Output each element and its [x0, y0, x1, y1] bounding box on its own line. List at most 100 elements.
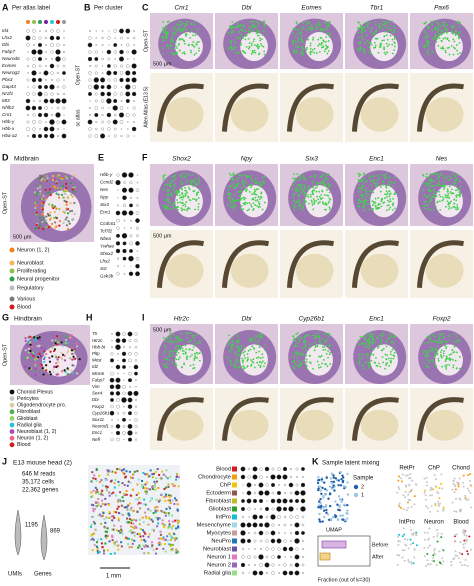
- expression-dot: [423, 204, 426, 207]
- umap-point: [411, 479, 414, 482]
- label: Open-ST: [75, 65, 81, 85]
- expression-dot: [423, 36, 426, 38]
- dot: [106, 70, 112, 76]
- dot: [134, 431, 138, 435]
- expression-dot: [370, 27, 373, 30]
- dot: [116, 404, 120, 409]
- expression-dot: [436, 352, 439, 355]
- expression-dot: [430, 20, 433, 23]
- umap-point: [463, 539, 466, 542]
- cell: [60, 187, 63, 190]
- expression-dot: [186, 209, 188, 212]
- expression-dot: [230, 185, 233, 188]
- expression-dot: [243, 367, 246, 370]
- expression-dot: [299, 351, 302, 354]
- umap-point: [408, 483, 411, 486]
- expression-dot: [233, 204, 236, 207]
- cell: [158, 543, 161, 546]
- expression-dot: [393, 336, 396, 339]
- umap-point: [469, 484, 472, 487]
- expression-dot: [261, 208, 264, 211]
- cell: [65, 216, 68, 219]
- umap-point: [426, 562, 429, 565]
- umap-point: [423, 477, 426, 480]
- cell: [120, 504, 123, 507]
- reference-stain: [156, 397, 204, 441]
- stat-text: 35,172 cells: [22, 480, 54, 486]
- expression-dot: [261, 353, 264, 356]
- expression-dot: [164, 184, 167, 186]
- cell: [65, 186, 68, 189]
- expression-dot: [437, 24, 440, 27]
- dot: [116, 412, 120, 415]
- dot: [277, 547, 281, 551]
- dot: [45, 79, 47, 81]
- legend-label: Choroid Plexus: [17, 389, 53, 395]
- expression-dot: [239, 198, 242, 201]
- cell: [106, 473, 109, 476]
- dot: [134, 345, 138, 349]
- expression-dot: [257, 335, 260, 338]
- cell: [117, 544, 120, 547]
- dot: [110, 352, 114, 356]
- expression-dot: [167, 338, 169, 341]
- panel-label: A: [2, 2, 9, 12]
- expression-dot: [392, 31, 395, 34]
- dot: [113, 70, 118, 76]
- cell: [68, 222, 71, 225]
- dot: [115, 241, 121, 246]
- dot: [45, 121, 47, 123]
- cell: [90, 538, 93, 541]
- expression-dot: [166, 190, 169, 193]
- expression-dot: [431, 359, 434, 362]
- panel-title: ChP: [428, 466, 440, 472]
- dot: [88, 85, 92, 89]
- expression-dot: [172, 54, 175, 56]
- expression-dot: [376, 179, 378, 182]
- expression-dot: [376, 184, 379, 187]
- expression-dot: [292, 355, 295, 358]
- expression-dot: [309, 343, 312, 346]
- expression-dot: [247, 47, 250, 50]
- umap-point: [344, 485, 348, 489]
- expression-dot: [456, 188, 459, 191]
- cell: [133, 534, 136, 537]
- dot: [121, 187, 128, 193]
- umap-point: [466, 550, 469, 553]
- dot: [132, 70, 137, 76]
- umap-point: [325, 489, 329, 492]
- expression-dot: [185, 189, 188, 192]
- expression-dot: [294, 177, 296, 180]
- dot: [88, 127, 92, 131]
- cell: [101, 514, 104, 517]
- dot: [117, 265, 119, 268]
- gene-label: Htr2c: [174, 316, 190, 323]
- legend-marker: [9, 260, 15, 266]
- cell: [94, 492, 97, 495]
- cell: [165, 469, 168, 472]
- panel-label: F: [142, 152, 148, 162]
- cell: [34, 335, 37, 338]
- expression-dot: [427, 355, 430, 358]
- expression-dot: [192, 367, 195, 370]
- expression-dot: [260, 191, 263, 194]
- cell: [124, 537, 127, 540]
- dot: [62, 71, 66, 75]
- expression-dot: [304, 50, 307, 52]
- cell: [73, 212, 76, 216]
- expression-dot: [312, 193, 314, 196]
- umap-point: [428, 494, 431, 497]
- gene-label: Hbb-y: [100, 172, 113, 177]
- expression-dot: [256, 182, 259, 185]
- cell: [118, 484, 121, 487]
- dot: [241, 571, 245, 575]
- cell: [52, 368, 55, 371]
- expression-dot: [328, 345, 330, 348]
- dot: [63, 44, 65, 46]
- legend-label: Radial glia: [204, 571, 232, 577]
- expression-dot: [228, 334, 230, 337]
- expression-dot: [163, 363, 165, 366]
- cell: [175, 499, 178, 502]
- expression-dot: [237, 51, 239, 54]
- expression-dot: [247, 30, 250, 33]
